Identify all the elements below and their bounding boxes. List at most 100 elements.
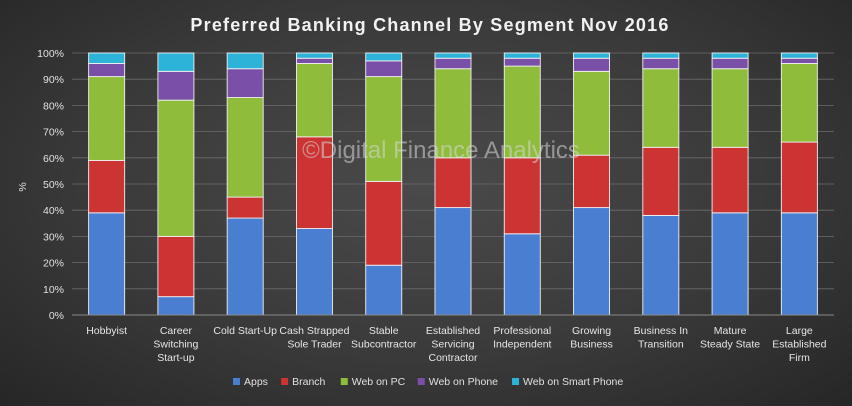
bar-segment: [711, 52, 749, 59]
bar-segment: [434, 52, 472, 59]
y-axis: 0% 10% 20% 30% 40% 50% 60% 70% 80% 90% 100%: [37, 48, 64, 322]
bar-segment: [573, 52, 611, 59]
x-tick-label: Stable Subcontractor: [351, 325, 417, 351]
y-tick-label: 30%: [43, 231, 64, 243]
x-tick-label: Professional Independent: [493, 325, 551, 351]
legend-swatch: [233, 378, 241, 385]
bar-segment: [295, 63, 333, 138]
y-tick-label: 90%: [43, 74, 64, 86]
legend-item: Web on Phone: [417, 376, 498, 388]
bar-segment: [226, 68, 264, 98]
bar-segment: [503, 57, 541, 67]
bar-segment: [157, 235, 195, 298]
bar-segment: [642, 57, 680, 70]
x-tick-label: Cold Start-Up: [213, 325, 277, 337]
bar-segment: [573, 207, 611, 316]
bar-segment: [88, 212, 126, 316]
x-tick-label: Hobbyist: [86, 325, 127, 337]
y-tick-label: 10%: [43, 284, 64, 296]
legend-label: Web on Phone: [429, 376, 498, 388]
x-tick-label: Business In Transition: [634, 325, 688, 351]
y-tick-label: 60%: [43, 153, 64, 165]
legend-item: Apps: [233, 376, 268, 388]
bar-segment: [295, 57, 333, 64]
legend-swatch: [340, 378, 348, 385]
bar-segment: [711, 57, 749, 70]
bar-segment: [573, 57, 611, 72]
bar-segment: [780, 141, 818, 214]
legend-label: Branch: [292, 376, 325, 388]
bar-segment: [503, 233, 541, 316]
y-tick-label: 70%: [43, 127, 64, 139]
y-tick-label: 100%: [37, 48, 64, 60]
legend-item: Web on PC: [340, 376, 406, 388]
bar-segment: [780, 212, 818, 316]
bar-segment: [434, 68, 472, 159]
bar-segment: [365, 180, 403, 266]
y-axis-label: %: [17, 182, 29, 191]
legend-swatch: [512, 378, 520, 385]
y-tick-label: 20%: [43, 258, 64, 270]
bar-segment: [88, 159, 126, 214]
bar-segment: [780, 63, 818, 143]
bar-segment: [642, 68, 680, 148]
bar-segment: [157, 296, 195, 316]
bar-segment: [88, 76, 126, 161]
bar-segment: [226, 196, 264, 219]
bar-segment: [365, 76, 403, 182]
legend-label: Web on Smart Phone: [523, 376, 623, 388]
bar-segment: [157, 99, 195, 237]
bar-segment: [365, 52, 403, 62]
bar-segment: [642, 146, 680, 216]
bar-segment: [573, 70, 611, 156]
bar-segment: [711, 146, 749, 214]
bars: [88, 52, 818, 316]
bar-segment: [365, 60, 403, 78]
bar-segment: [503, 157, 541, 235]
y-tick-label: 80%: [43, 100, 64, 112]
x-tick-label: Established Servicing Contractor: [426, 325, 480, 364]
chart-title: Preferred Banking Channel By Segment Nov…: [190, 15, 669, 35]
bar-segment: [780, 52, 818, 59]
x-tick-label: Large Established Firm: [772, 325, 826, 364]
bar-segment: [711, 68, 749, 148]
bar-segment: [434, 157, 472, 209]
bar-segment: [573, 154, 611, 209]
x-axis: Hobbyist Career Switching Start-up Cold Star…: [72, 314, 834, 364]
bar-segment: [88, 63, 126, 78]
legend: Apps Branch Web on PC Web on Phone Web on Sm…: [233, 376, 623, 388]
bar-segment: [157, 52, 195, 72]
legend-item: Branch: [281, 376, 326, 388]
legend-item: Web on Smart Phone: [512, 376, 623, 388]
x-tick-label: Cash Strapped Sole Trader: [279, 325, 349, 351]
watermark-text: ©Digital Finance Analytics: [302, 137, 580, 164]
bar-segment: [88, 52, 126, 64]
x-tick-label: Career Switching Start-up: [153, 325, 198, 364]
bar-segment: [365, 264, 403, 316]
bar-segment: [157, 70, 195, 101]
legend-swatch: [417, 378, 425, 385]
x-tick-label: Mature Steady State: [700, 325, 760, 351]
y-tick-label: 40%: [43, 205, 64, 217]
legend-label: Apps: [244, 376, 268, 388]
bar-segment: [434, 57, 472, 70]
bar-segment: [295, 52, 333, 59]
bar-segment: [642, 52, 680, 59]
bar-segment: [295, 228, 333, 316]
x-tick-label: Growing Business: [570, 325, 613, 351]
bar-segment: [711, 212, 749, 316]
bar-segment: [780, 57, 818, 64]
bar-segment: [503, 65, 541, 159]
y-tick-label: 0%: [49, 310, 64, 322]
bar-segment: [642, 214, 680, 316]
bar-segment: [434, 207, 472, 316]
legend-label: Web on PC: [352, 376, 406, 388]
bar-segment: [503, 52, 541, 59]
bar-segment: [226, 97, 264, 198]
bar-segment: [226, 52, 264, 70]
y-tick-label: 50%: [43, 179, 64, 191]
bar-segment: [226, 217, 264, 316]
legend-swatch: [281, 378, 289, 385]
bar-segment: [295, 136, 333, 229]
